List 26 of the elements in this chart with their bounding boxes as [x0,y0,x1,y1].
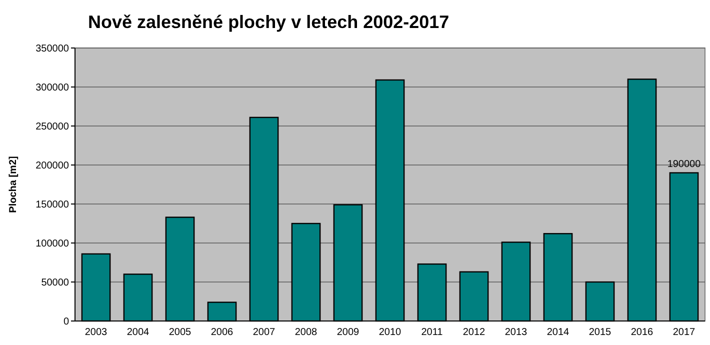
y-tick-label: 0 [63,316,70,328]
x-tick-label: 2004 [126,327,150,338]
x-tick-label: 2010 [378,327,402,338]
y-axis-title: Plocha [m2] [8,156,19,213]
x-tick-label: 2012 [462,327,486,338]
y-tick-label: 150000 [36,200,70,210]
x-tick-label: 2007 [252,327,276,338]
y-tick-label: 350000 [36,44,70,54]
chart-title: Nově zalesněné plochy v letech 2002-2017 [88,12,450,32]
x-tick-label: 2009 [336,327,360,338]
x-tick-label: 2005 [168,327,192,338]
x-tick-label: 2015 [588,327,612,338]
data-label: 190000 [667,158,702,170]
x-tick-label: 2013 [504,327,528,338]
y-tick-label: 50000 [41,278,70,288]
x-tick-label: 2014 [546,327,570,338]
x-tick-label: 2011 [421,327,444,338]
x-tick-label: 2017 [672,327,696,338]
x-tick-label: 2006 [210,327,234,338]
y-tick-label: 250000 [36,122,70,132]
y-tick-label: 300000 [36,82,70,94]
x-tick-label: 2008 [294,327,318,338]
y-tick-label: 100000 [36,238,70,250]
x-tick-label: 2016 [630,327,654,338]
y-tick-label: 200000 [36,160,70,172]
x-tick-label: 2003 [84,327,108,338]
